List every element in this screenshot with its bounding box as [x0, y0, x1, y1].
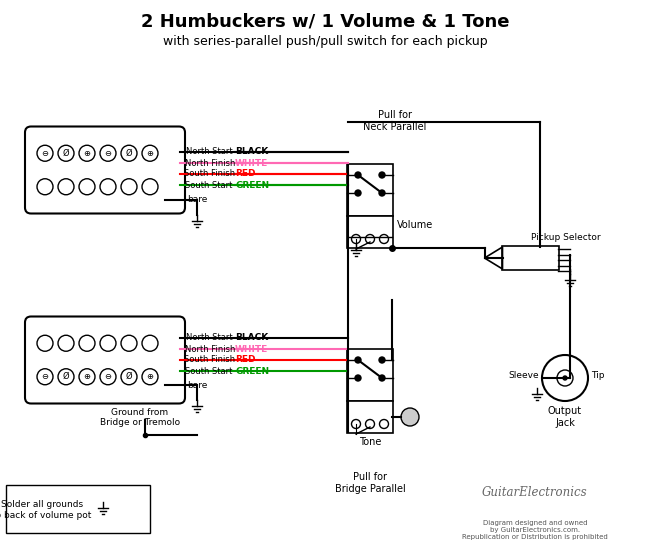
Text: North Finish: North Finish: [185, 344, 235, 354]
Text: ⊕: ⊕: [83, 372, 90, 381]
Text: GuitarElectronics: GuitarElectronics: [482, 486, 588, 498]
Text: ⊖: ⊖: [105, 372, 112, 381]
Text: RED: RED: [235, 355, 255, 365]
FancyBboxPatch shape: [347, 401, 393, 433]
Circle shape: [355, 172, 361, 178]
Text: South Start: South Start: [185, 366, 235, 376]
Text: North Finish: North Finish: [185, 158, 235, 168]
Text: ⊕: ⊕: [83, 148, 90, 158]
Circle shape: [379, 375, 385, 381]
Text: BLACK: BLACK: [235, 147, 268, 157]
Text: North Start: North Start: [186, 333, 235, 343]
Text: North Start: North Start: [186, 147, 235, 157]
FancyBboxPatch shape: [502, 246, 558, 270]
Text: Pickup Selector: Pickup Selector: [530, 233, 601, 242]
Text: bare: bare: [187, 381, 207, 389]
Text: ⊖: ⊖: [105, 148, 112, 158]
Text: Tip: Tip: [591, 371, 604, 381]
Text: 2 Humbuckers w/ 1 Volume & 1 Tone: 2 Humbuckers w/ 1 Volume & 1 Tone: [141, 13, 509, 31]
Text: Ø: Ø: [125, 372, 133, 381]
FancyBboxPatch shape: [347, 216, 393, 248]
Text: Diagram designed and owned
by GuitarElectronics.com.
Republication or Distributi: Diagram designed and owned by GuitarElec…: [462, 520, 608, 540]
Text: with series-parallel push/pull switch for each pickup: with series-parallel push/pull switch fo…: [162, 36, 488, 48]
Text: Ø: Ø: [62, 372, 70, 381]
Text: GREEN: GREEN: [235, 180, 269, 190]
Circle shape: [379, 357, 385, 363]
Text: ⊖: ⊖: [42, 148, 49, 158]
FancyBboxPatch shape: [25, 126, 185, 213]
Circle shape: [355, 357, 361, 363]
Text: WHITE: WHITE: [235, 344, 268, 354]
Text: Tone: Tone: [359, 437, 381, 447]
Text: Ø: Ø: [62, 148, 70, 158]
Text: South Finish: South Finish: [184, 169, 235, 179]
Text: Sleeve: Sleeve: [508, 371, 539, 381]
Text: Ground from
Bridge or Tremolo: Ground from Bridge or Tremolo: [100, 408, 180, 427]
FancyBboxPatch shape: [347, 164, 393, 216]
Text: South Finish: South Finish: [184, 355, 235, 365]
Circle shape: [401, 408, 419, 426]
Text: ⊕: ⊕: [146, 372, 153, 381]
Text: ⊕: ⊕: [146, 148, 153, 158]
FancyBboxPatch shape: [347, 349, 393, 401]
Circle shape: [379, 190, 385, 196]
Text: RED: RED: [235, 169, 255, 179]
Text: Output
Jack: Output Jack: [548, 406, 582, 427]
Circle shape: [563, 376, 567, 380]
Text: WHITE: WHITE: [235, 158, 268, 168]
Text: bare: bare: [187, 195, 207, 205]
FancyBboxPatch shape: [25, 316, 185, 404]
Text: South Start: South Start: [185, 180, 235, 190]
Text: BLACK: BLACK: [235, 333, 268, 343]
Text: ⊖: ⊖: [42, 372, 49, 381]
Circle shape: [355, 190, 361, 196]
Circle shape: [379, 172, 385, 178]
Text: Pull for
Bridge Parallel: Pull for Bridge Parallel: [335, 472, 406, 493]
Text: Ø: Ø: [125, 148, 133, 158]
Text: GREEN: GREEN: [235, 366, 269, 376]
Text: Pull for
Neck Parallel: Pull for Neck Parallel: [363, 110, 426, 131]
Text: Volume: Volume: [397, 220, 434, 230]
FancyBboxPatch shape: [6, 485, 150, 533]
Circle shape: [355, 375, 361, 381]
Text: Solder all grounds
to back of volume pot: Solder all grounds to back of volume pot: [0, 500, 92, 520]
